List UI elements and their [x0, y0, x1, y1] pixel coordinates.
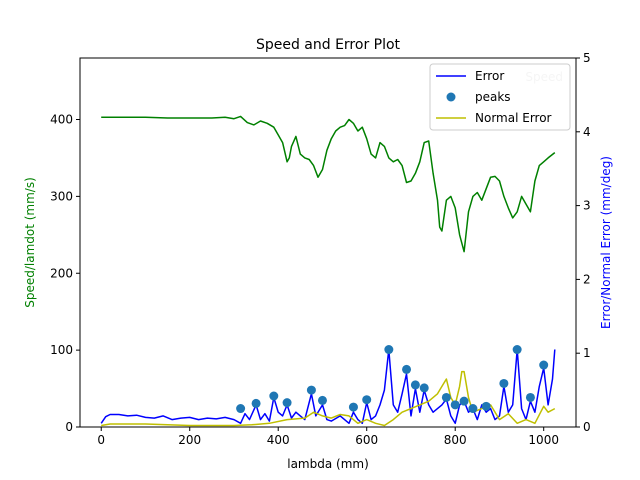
peak-point	[419, 383, 429, 393]
x-tick-label: 400	[267, 433, 290, 447]
peak-point	[362, 395, 372, 405]
right-y-tick-label: 4	[583, 125, 591, 139]
chart-title: Speed and Error Plot	[256, 37, 401, 53]
left-y-tick-label: 300	[50, 189, 73, 203]
peak-point	[282, 398, 292, 408]
speed-line	[101, 115, 556, 253]
x-tick-label: 200	[178, 433, 201, 447]
peak-point	[539, 360, 549, 370]
left-y-tick-label: 400	[50, 113, 73, 127]
peak-point	[251, 398, 261, 408]
left-y-tick-label: 200	[50, 266, 73, 280]
peak-point	[236, 404, 246, 414]
right-y-axis-label: Error/Normal Error (mm/deg)	[599, 156, 613, 329]
right-y-tick-label: 1	[583, 346, 591, 360]
left-y-tick-label: 100	[50, 343, 73, 357]
x-tick-label: 600	[355, 433, 378, 447]
left-y-tick-label: 0	[65, 420, 73, 434]
x-tick-label: 1000	[528, 433, 559, 447]
x-axis-label: lambda (mm)	[287, 457, 369, 471]
right-y-tick-label: 2	[583, 272, 591, 286]
legend-peaks-swatch	[446, 92, 456, 102]
peak-point	[512, 345, 522, 355]
peak-point	[402, 364, 412, 374]
error-line	[100, 348, 556, 425]
peak-point	[306, 385, 316, 395]
peak-point	[459, 396, 469, 406]
peak-point	[410, 380, 420, 390]
peak-point	[348, 402, 358, 412]
series-layer	[100, 115, 556, 427]
legend-error-label: Error	[475, 69, 504, 83]
peak-point	[441, 392, 451, 402]
peak-point	[468, 404, 478, 414]
legend-normal-error-label: Normal Error	[475, 111, 552, 125]
peak-point	[525, 392, 535, 402]
legend-box	[429, 63, 571, 131]
peak-point	[317, 395, 327, 405]
normal-error-line	[101, 370, 556, 427]
peak-point	[384, 345, 394, 355]
left-y-axis-label: Speed/lamdot (mm/s)	[23, 177, 37, 308]
plot-frame	[79, 57, 577, 428]
peak-point	[481, 401, 491, 411]
right-y-tick-label: 5	[583, 51, 591, 65]
peak-point	[499, 378, 509, 388]
x-tick-label: 0	[97, 433, 105, 447]
peak-point	[269, 391, 279, 401]
axes-layer: 0 200 400 600 800 1000 0 100 200 300 400 0 1 2 3 4 5	[50, 51, 591, 447]
right-y-tick-label: 0	[583, 420, 591, 434]
right-y-tick-label: 3	[583, 199, 591, 213]
x-tick-label: 800	[444, 433, 467, 447]
legend-peaks-label: peaks	[475, 90, 511, 104]
legend-layer: SpeedErrorpeaksNormal Error	[429, 63, 571, 131]
peak-point	[450, 400, 460, 410]
